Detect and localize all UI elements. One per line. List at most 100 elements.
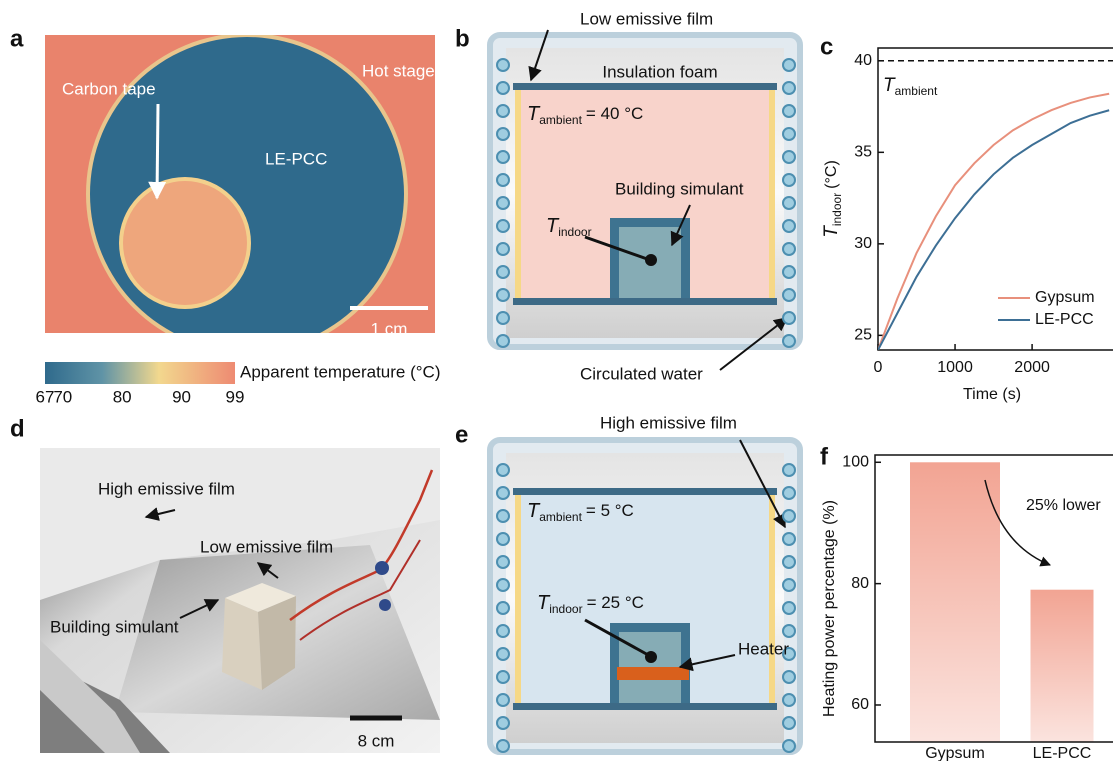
- y-axis-label: Heating power percentage (%): [821, 500, 838, 717]
- water-tube: [783, 510, 795, 522]
- colorbar-tick-label: 70: [53, 387, 72, 406]
- x-tick-label: 1000: [937, 359, 973, 376]
- water-tube: [783, 82, 795, 94]
- colorbar-tick-label: 90: [172, 387, 191, 406]
- water-tube: [783, 602, 795, 614]
- bar-shade: [910, 462, 1000, 742]
- x-tick-label: 2000: [1014, 359, 1050, 376]
- label: Heater: [738, 639, 789, 658]
- unit: (°C): [823, 160, 840, 189]
- water-tube: [783, 625, 795, 637]
- label: Insulation foam: [602, 62, 717, 81]
- water-tube: [497, 105, 509, 117]
- water-tube: [783, 220, 795, 232]
- y-tick-label: 100: [842, 453, 869, 470]
- water-tube: [497, 717, 509, 729]
- x-axis-label: Time (s): [963, 386, 1021, 403]
- panel-label: e: [455, 421, 468, 448]
- label: High emissive film: [600, 413, 737, 432]
- bar-shade: [1031, 590, 1094, 742]
- label: Building simulant: [615, 179, 744, 198]
- y-tick-label: 60: [851, 696, 869, 713]
- scale-label: 1 cm: [371, 319, 408, 338]
- water-tube: [497, 579, 509, 591]
- label: LE-PCC: [265, 149, 327, 168]
- subscript: ambient: [539, 510, 582, 524]
- water-tube: [497, 59, 509, 71]
- y-axis-label: Tindoor(°C): [821, 160, 844, 238]
- water-tube: [497, 335, 509, 347]
- x-tick-label: 0: [874, 359, 883, 376]
- water-tube: [497, 556, 509, 568]
- water-tube: [783, 174, 795, 186]
- water-tube: [497, 266, 509, 278]
- colorbar: [45, 362, 235, 384]
- panel-label: f: [820, 443, 829, 470]
- water-tube: [783, 197, 795, 209]
- reference-label: Tambient: [883, 75, 938, 98]
- label: High emissive film: [98, 479, 235, 498]
- water-tube: [497, 694, 509, 706]
- water-tube: [497, 648, 509, 660]
- water-tube: [783, 312, 795, 324]
- water-tube: [783, 694, 795, 706]
- figure: a b c d e f Carbon tape LE-PCC Hot stage…: [0, 0, 1113, 761]
- y-tick-label: 35: [854, 144, 872, 161]
- water-tube: [783, 59, 795, 71]
- water-tube: [783, 671, 795, 683]
- label: Low emissive film: [200, 537, 333, 556]
- water-tube: [783, 151, 795, 163]
- panel-label: b: [455, 25, 470, 52]
- water-tube: [783, 487, 795, 499]
- value-text: = 5 °C: [586, 501, 634, 520]
- water-tube: [497, 464, 509, 476]
- water-tube: [497, 671, 509, 683]
- value-text: = 40 °C: [586, 104, 643, 123]
- label: Circulated water: [580, 364, 703, 383]
- water-tube: [497, 740, 509, 752]
- annotation: 25% lower: [1026, 497, 1101, 514]
- panel-label: a: [10, 25, 24, 52]
- water-tube: [497, 510, 509, 522]
- water-tube: [783, 533, 795, 545]
- water-tube: [497, 243, 509, 255]
- water-tube: [497, 602, 509, 614]
- water-tube: [497, 151, 509, 163]
- y-tick-label: 40: [854, 52, 872, 69]
- water-tube: [497, 220, 509, 232]
- colorbar-tick-label: 67: [36, 387, 55, 406]
- water-tube: [783, 289, 795, 301]
- water-tube: [497, 312, 509, 324]
- subscript: indoor: [549, 602, 582, 616]
- water-tube: [497, 289, 509, 301]
- subscript: indoor: [830, 193, 844, 226]
- label: Carbon tape: [62, 79, 156, 98]
- value-text: = 25 °C: [587, 593, 644, 612]
- x-tick-label: Gypsum: [925, 745, 985, 761]
- water-tube: [783, 740, 795, 752]
- label: Low emissive film: [580, 9, 713, 28]
- water-tube: [783, 579, 795, 591]
- water-tube: [783, 335, 795, 347]
- water-tube: [497, 128, 509, 140]
- water-tube: [783, 128, 795, 140]
- panel-label: d: [10, 415, 25, 442]
- y-tick-label: 80: [851, 575, 869, 592]
- scale-label: 8 cm: [358, 731, 395, 750]
- water-tube: [783, 266, 795, 278]
- subscript: ambient: [539, 113, 582, 127]
- label: Hot stage: [362, 61, 435, 80]
- water-tube: [497, 197, 509, 209]
- water-tube: [783, 556, 795, 568]
- subscript: indoor: [558, 225, 591, 239]
- panel-label: c: [820, 33, 833, 60]
- water-tube: [497, 82, 509, 94]
- colorbar-label: Apparent temperature (°C): [240, 362, 441, 381]
- colorbar-tick-label: 80: [113, 387, 132, 406]
- water-tube: [497, 625, 509, 637]
- x-tick-label: LE-PCC: [1033, 745, 1092, 761]
- charts: 25303540010002000Time (s)Tindoor(°C)Tamb…: [821, 48, 1113, 761]
- water-tube: [783, 243, 795, 255]
- water-tube: [783, 464, 795, 476]
